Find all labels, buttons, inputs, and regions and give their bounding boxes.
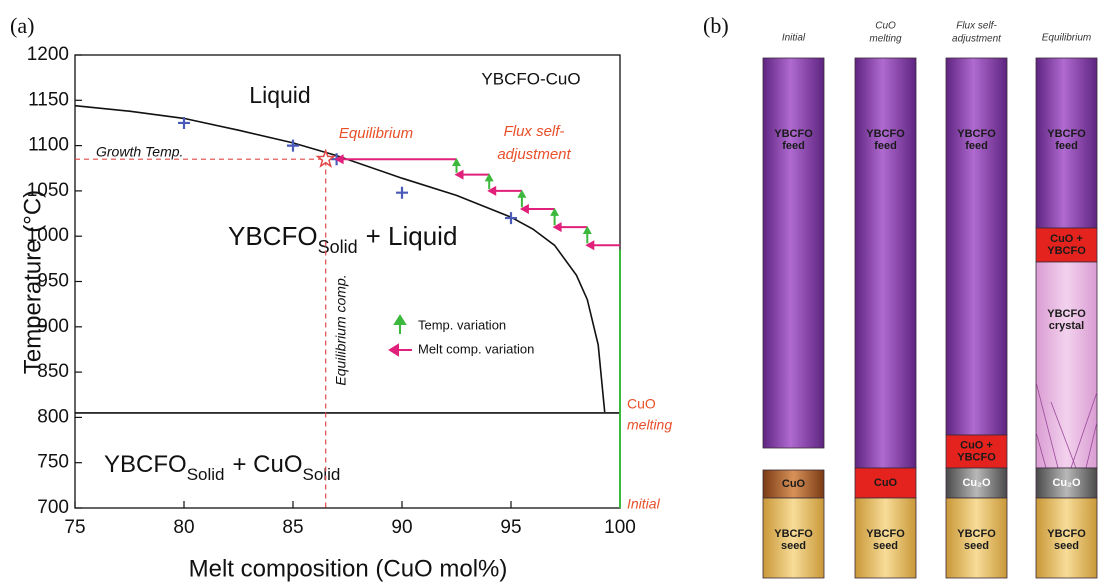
block-label: seed: [1054, 540, 1079, 552]
column-header: Flux self-: [956, 21, 997, 32]
figure: (a) (b) Melt composition (CuO mol%) Temp…: [0, 0, 1099, 583]
block-label: CuO: [874, 477, 898, 489]
block-label: feed: [1055, 140, 1078, 152]
phase-subscript: Solid: [187, 465, 225, 484]
block-label: Cu₂O: [962, 477, 991, 489]
y-tick-label: 700: [37, 497, 69, 518]
block-label: YBCFO: [866, 528, 905, 540]
phase-text: + Liquid: [366, 221, 458, 251]
y-tick-label: 1100: [28, 135, 69, 156]
column-header: Equilibrium: [1042, 33, 1091, 44]
block-label: YBCFO: [866, 128, 905, 140]
x-tick-label: 95: [500, 517, 521, 538]
block-label: CuO +: [960, 439, 993, 451]
x-tick-label: 80: [173, 517, 194, 538]
y-tick-label: 800: [37, 406, 69, 427]
phase-subscript: Solid: [303, 465, 341, 484]
rod-segment: [763, 58, 824, 448]
annotation: CuO: [627, 396, 656, 412]
block-label: YBCFO: [957, 528, 996, 540]
x-tick-label: 75: [64, 517, 85, 538]
block-label: feed: [782, 140, 805, 152]
panel-label: (a): [10, 13, 34, 38]
legend-label: Temp. variation: [418, 317, 506, 332]
annotation: melting: [627, 417, 672, 433]
column-header: adjustment: [952, 34, 1002, 45]
column-header: melting: [869, 34, 902, 45]
legend-swatch: [390, 345, 412, 355]
y-tick-label: 750: [37, 452, 69, 473]
y-tick-label: 850: [37, 361, 69, 382]
block-label: YBCFO: [1047, 128, 1086, 140]
block-label: seed: [873, 540, 898, 552]
block-label: YBCFO: [774, 528, 813, 540]
phase-text: YBCFO: [104, 451, 187, 478]
annotation: Liquid: [249, 82, 310, 108]
rod-segment: [855, 58, 916, 468]
panel-label: (b): [703, 13, 729, 38]
column-header: Initial: [782, 33, 806, 44]
phase-text: + CuO: [233, 451, 303, 478]
block-label: YBCFO: [774, 128, 813, 140]
y-tick-label: 1050: [27, 180, 69, 201]
annotation: Initial: [627, 496, 661, 512]
block-label: YBCFO: [1047, 245, 1086, 257]
block-label: CuO: [782, 478, 806, 490]
annotation: YBCFO-CuO: [481, 69, 580, 88]
phase-label: YBCFOSolid + Liquid: [228, 221, 457, 257]
rod-segment: [1036, 262, 1097, 468]
annotation: Equilibrium comp.: [333, 274, 349, 385]
rod-segment: [946, 58, 1007, 435]
data-point: [505, 212, 517, 224]
y-tick-label: 900: [37, 316, 69, 337]
block-label: CuO +: [1050, 233, 1083, 245]
data-point: [396, 187, 408, 199]
y-tick-label: 1150: [28, 89, 69, 110]
block-label: YBCFO: [957, 128, 996, 140]
annotation: Flux self-: [504, 123, 565, 140]
block-label: feed: [965, 140, 988, 152]
block-label: crystal: [1049, 320, 1084, 332]
block-label: seed: [964, 540, 989, 552]
x-tick-label: 90: [391, 517, 412, 538]
y-tick-label: 1000: [27, 225, 69, 246]
y-tick-label: 950: [37, 271, 69, 292]
legend-swatch: [395, 316, 405, 334]
x-tick-label: 100: [604, 517, 636, 538]
x-tick-label: 85: [282, 517, 303, 538]
phase-text: YBCFO: [228, 221, 318, 251]
annotation: Equilibrium: [339, 125, 413, 142]
x-axis-label: Melt composition (CuO mol%): [189, 555, 508, 582]
block-label: Cu₂O: [1052, 477, 1081, 489]
y-tick-label: 1200: [27, 44, 69, 65]
block-label: seed: [781, 540, 806, 552]
phase-label: YBCFOSolid+ CuOSolid: [104, 451, 340, 484]
block-label: YBCFO: [957, 451, 996, 463]
block-label: YBCFO: [1047, 528, 1086, 540]
annotation: adjustment: [497, 146, 571, 163]
block-label: YBCFO: [1047, 308, 1086, 320]
column-header: CuO: [875, 21, 896, 32]
block-label: feed: [874, 140, 897, 152]
annotation: Growth Temp.: [96, 144, 183, 160]
legend-label: Melt comp. variation: [418, 341, 534, 356]
phase-subscript: Solid: [318, 237, 358, 257]
